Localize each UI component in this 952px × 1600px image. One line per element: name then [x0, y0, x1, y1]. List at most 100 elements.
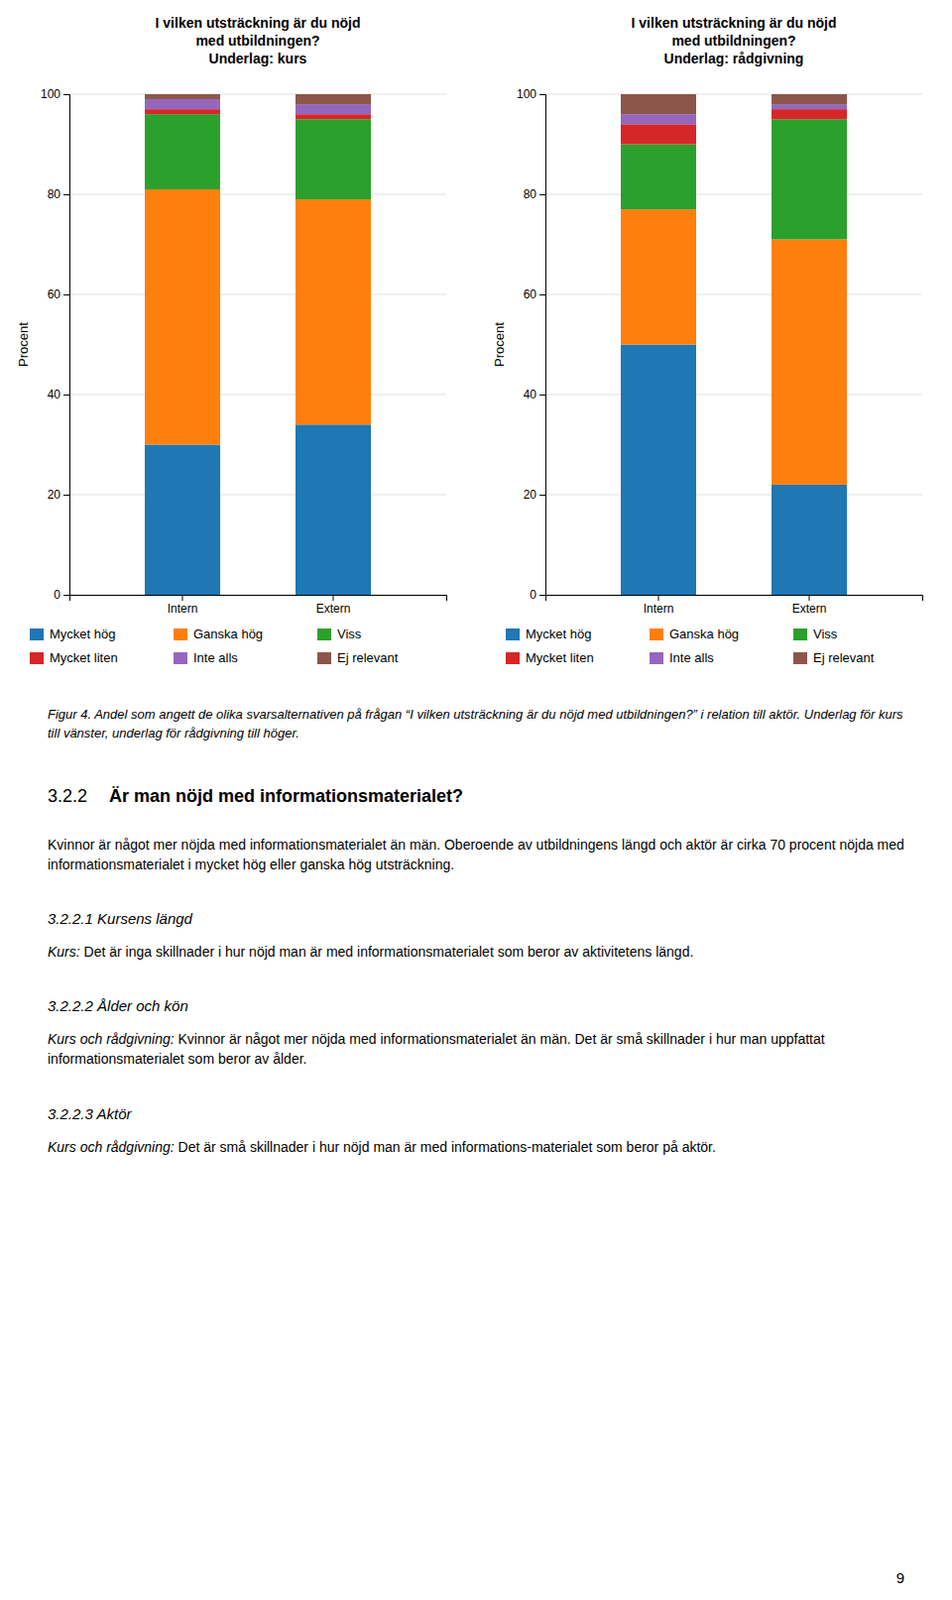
- legend-swatch: [173, 652, 188, 665]
- text-area: Figur 4. Andel som angett de olika svars…: [47, 706, 905, 1180]
- y-tick: 20: [47, 487, 70, 502]
- bar-segment: [771, 104, 847, 110]
- legend-label: Ej relevant: [813, 650, 875, 666]
- y-tick: 60: [47, 287, 70, 302]
- bar-segment: [295, 114, 371, 119]
- tick-label: 100: [516, 87, 537, 102]
- bar-segment: [771, 119, 847, 239]
- tick-label: 20: [523, 487, 538, 502]
- tick-label: 80: [47, 187, 62, 202]
- legend-item: Inte alls: [173, 650, 238, 666]
- tick-mark: [63, 294, 70, 296]
- y-tick: 100: [40, 87, 70, 102]
- subsection-body: Kurs: Det är inga skillnader i hur nöjd …: [47, 942, 905, 962]
- legend: Mycket hög Ganska hög Viss Mycket liten Inte…: [505, 626, 875, 666]
- y-tick: 80: [523, 187, 546, 202]
- subsection-title: 3.2.2.1 Kursens längd: [47, 908, 905, 931]
- tick-mark: [658, 595, 660, 601]
- legend-item: Mycket liten: [505, 650, 595, 666]
- grid-line: [69, 294, 447, 296]
- tick-mark: [63, 394, 70, 396]
- tick-label: Intern: [643, 601, 675, 616]
- legend-item: Ej relevant: [793, 650, 875, 666]
- tick-mark: [539, 94, 546, 96]
- legend-label: Ganska hög: [669, 626, 739, 642]
- bar-segment: [620, 123, 697, 144]
- grid-line: [69, 394, 447, 396]
- tick-label: 100: [40, 87, 61, 102]
- bar-segment: [144, 189, 221, 446]
- tick-label: 20: [47, 487, 62, 502]
- tick-mark: [333, 595, 335, 601]
- bar-segment: [620, 209, 697, 345]
- legend-item: Mycket liten: [29, 650, 119, 666]
- y-tick: 20: [523, 487, 546, 502]
- legend-item: Viss: [793, 626, 838, 642]
- tick-label: 0: [529, 588, 537, 602]
- tick-mark: [809, 595, 811, 601]
- legend-label: Mycket liten: [49, 650, 119, 666]
- legend-swatch: [505, 652, 520, 665]
- grid-line: [545, 94, 923, 96]
- legend-swatch: [173, 628, 188, 641]
- legend-item: Mycket hög: [29, 626, 116, 642]
- tick-label: 60: [523, 287, 538, 302]
- legend-swatch: [317, 652, 332, 665]
- subsection-lead: Kurs:: [47, 944, 81, 960]
- tick-mark: [63, 494, 70, 496]
- grid-line: [69, 494, 447, 496]
- tick-label: 40: [523, 387, 538, 402]
- tick-mark: [539, 494, 546, 496]
- bar-segment: [771, 109, 847, 119]
- subsection-text: Det är små skillnader i hur nöjd man är …: [174, 1139, 716, 1156]
- grid-line: [545, 194, 923, 196]
- axis-line: [539, 95, 547, 596]
- bar-segment: [771, 94, 847, 105]
- x-axis: InternExtern: [70, 595, 448, 616]
- tick-mark: [539, 595, 546, 596]
- y-tick: 60: [523, 287, 546, 302]
- y-tick: 40: [47, 387, 70, 402]
- tick-mark: [539, 294, 546, 296]
- grid-line: [545, 494, 923, 496]
- tick-mark: [63, 194, 70, 196]
- legend-label: Viss: [813, 626, 838, 642]
- legend-swatch: [649, 628, 664, 641]
- legend-swatch: [793, 652, 808, 665]
- grid-line: [69, 94, 447, 96]
- grid-line: [69, 194, 447, 196]
- bar-segment: [620, 114, 697, 124]
- legend-swatch: [649, 652, 664, 665]
- bar-segment: [771, 484, 847, 595]
- legend-label: Inte alls: [669, 650, 714, 666]
- section-title: Är man nöjd med informationsmaterialet?: [109, 786, 464, 807]
- subsection-title: 3.2.2.2 Ålder och kön: [47, 995, 905, 1018]
- legend-item: Inte alls: [649, 650, 714, 666]
- x-tick: Extern: [316, 595, 352, 616]
- tick-mark: [539, 394, 546, 396]
- legend-swatch: [317, 628, 332, 641]
- legend-label: Inte alls: [193, 650, 238, 666]
- bar-segment: [144, 94, 221, 100]
- bars: [620, 94, 847, 595]
- legend-swatch: [29, 652, 44, 665]
- x-tick: Extern: [792, 595, 828, 616]
- y-tick: 0: [53, 588, 70, 602]
- subsection-lead: Kurs och rådgivning:: [47, 1139, 175, 1156]
- legend-item: Ganska hög: [649, 626, 739, 642]
- y-tick: 0: [529, 588, 546, 602]
- legend-item: Mycket hög: [505, 626, 592, 642]
- subsection-text: Det är inga skillnader i hur nöjd man är…: [80, 944, 695, 960]
- legend-label: Mycket hög: [49, 626, 116, 642]
- legend-swatch: [29, 628, 44, 641]
- tick-mark: [182, 595, 184, 601]
- legend-label: Ganska hög: [193, 626, 263, 642]
- y-axis: 0 20 40 60 80 100: [516, 87, 547, 602]
- tick-label: Extern: [316, 601, 352, 616]
- legend-label: Viss: [337, 626, 362, 642]
- legend-label: Ej relevant: [337, 650, 399, 666]
- bar-segment: [295, 199, 371, 425]
- y-axis-title: Procent: [491, 322, 507, 367]
- legend-swatch: [793, 628, 808, 641]
- bar-segment: [144, 114, 221, 190]
